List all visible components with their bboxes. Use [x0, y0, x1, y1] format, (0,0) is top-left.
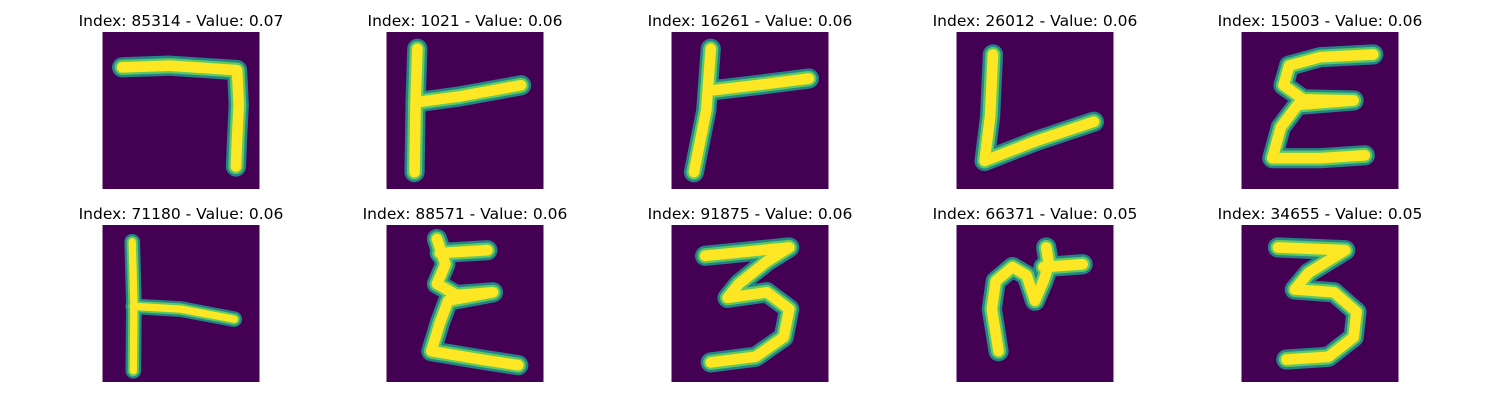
digit-image	[1241, 225, 1399, 382]
digit-image	[386, 32, 544, 189]
panel: Index: 26012 - Value: 0.06	[905, 10, 1165, 200]
panel-title: Index: 1021 - Value: 0.06	[367, 12, 563, 30]
digit-f-glyph	[671, 32, 829, 189]
digit-l-glyph	[956, 32, 1114, 189]
panel-title: Index: 91875 - Value: 0.06	[647, 205, 853, 223]
glyph-stroke	[434, 244, 493, 259]
glyph-stroke	[116, 60, 245, 172]
digit-image	[671, 32, 829, 189]
digit-image	[956, 225, 1114, 382]
digit-image	[386, 225, 544, 382]
panel: Index: 91875 - Value: 0.06	[620, 203, 880, 393]
panel-title: Index: 71180 - Value: 0.06	[78, 205, 284, 223]
panel: Index: 66371 - Value: 0.05	[905, 203, 1165, 393]
glyph-stroke	[702, 73, 815, 97]
panel: Index: 16261 - Value: 0.06	[620, 10, 880, 200]
glyph-stroke	[688, 43, 717, 178]
digit-3-glyph	[671, 225, 829, 382]
glyph-stroke	[1267, 49, 1379, 164]
digit-f-glyph	[386, 32, 544, 189]
panel: Index: 71180 - Value: 0.06	[51, 203, 311, 393]
panel-title: Index: 26012 - Value: 0.06	[932, 12, 1138, 30]
panel: Index: 88571 - Value: 0.06	[335, 203, 595, 393]
panel: Index: 1021 - Value: 0.06	[335, 10, 595, 200]
panel-title: Index: 16261 - Value: 0.06	[647, 12, 853, 30]
panel-title: Index: 66371 - Value: 0.05	[932, 205, 1138, 223]
glyph-stroke	[699, 242, 795, 368]
glyph-stroke	[1038, 258, 1088, 273]
panel: Index: 15003 - Value: 0.06	[1190, 10, 1450, 200]
digit-image	[102, 32, 260, 189]
panel-title: Index: 34655 - Value: 0.05	[1217, 205, 1423, 223]
panel: Index: 34655 - Value: 0.05	[1190, 203, 1450, 393]
panel-title: Index: 85314 - Value: 0.07	[78, 12, 284, 30]
digit-f-glyph	[102, 225, 260, 382]
glyph-stroke	[412, 79, 527, 108]
digit-e-glyph	[1241, 32, 1399, 189]
digit-image	[102, 225, 260, 382]
digit-3-glyph	[1241, 225, 1399, 382]
digit-e-glyph	[386, 225, 544, 382]
glyph-stroke	[979, 49, 1100, 167]
panel-title: Index: 88571 - Value: 0.06	[362, 205, 568, 223]
glyph-stroke	[426, 233, 524, 371]
digit-m-glyph	[956, 225, 1114, 382]
panel: Index: 85314 - Value: 0.07	[51, 10, 311, 200]
glyph-stroke	[409, 43, 423, 178]
glyph-stroke	[129, 302, 238, 323]
glyph-stroke	[1272, 242, 1362, 365]
digit-image	[956, 32, 1114, 189]
digit-7-glyph	[102, 32, 260, 189]
panel-title: Index: 15003 - Value: 0.06	[1217, 12, 1423, 30]
digit-image	[671, 225, 829, 382]
digit-image	[1241, 32, 1399, 189]
